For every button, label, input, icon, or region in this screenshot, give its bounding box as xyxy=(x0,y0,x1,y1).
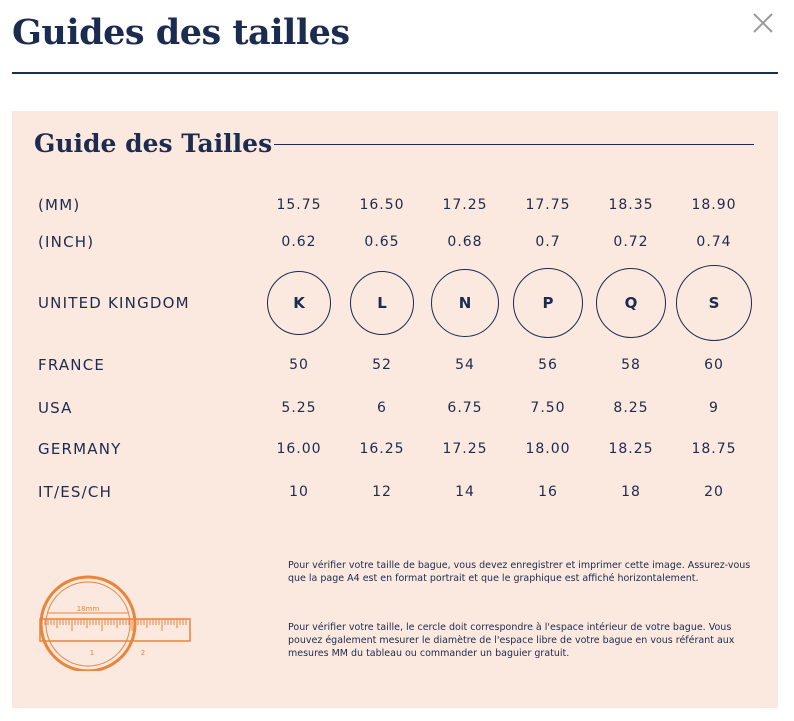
ring-ruler-icon: 18mm 1 2 xyxy=(39,575,191,671)
uk-size-circle: S xyxy=(676,265,752,341)
modal-header: Guides des tailles xyxy=(12,0,778,74)
size-cell-germany: 18.00 xyxy=(525,441,571,457)
size-cell-mm: 16.50 xyxy=(359,197,405,213)
ruler-measure-label: 18mm xyxy=(77,605,100,613)
size-cell-germany: 16.25 xyxy=(359,441,405,457)
size-cell-usa: 6.75 xyxy=(447,400,483,416)
size-cell-mm: 17.75 xyxy=(525,197,571,213)
size-cell-france: 60 xyxy=(704,357,724,373)
row-label-france: FRANCE xyxy=(38,356,106,374)
size-cell-france: 54 xyxy=(455,357,475,373)
size-cell-mm: 15.75 xyxy=(276,197,322,213)
size-cell-mm: 18.35 xyxy=(608,197,654,213)
size-cell-usa: 5.25 xyxy=(281,400,317,416)
uk-size-circle: Q xyxy=(596,268,666,338)
print-instructions: Pour vérifier votre taille de bague, vou… xyxy=(288,560,751,584)
size-cell-it-es-ch: 16 xyxy=(538,484,558,500)
size-cell-usa: 7.50 xyxy=(530,400,566,416)
size-cell-germany: 18.75 xyxy=(691,441,737,457)
size-cell-usa: 6 xyxy=(377,400,387,416)
measure-instructions: Pour vérifier votre taille, le cercle do… xyxy=(288,622,735,659)
size-cell-germany: 17.25 xyxy=(442,441,488,457)
size-cell-france: 56 xyxy=(538,357,558,373)
size-cell-it-es-ch: 18 xyxy=(621,484,641,500)
modal-title: Guides des tailles xyxy=(12,12,350,53)
size-cell-france: 52 xyxy=(372,357,392,373)
size-cell-it-es-ch: 14 xyxy=(455,484,475,500)
size-guide-card: Guide des Tailles (MM) 15.75 16.50 17.25 17.… xyxy=(12,111,778,708)
size-cell-mm: 17.25 xyxy=(442,197,488,213)
close-icon xyxy=(753,13,773,33)
close-button[interactable] xyxy=(748,8,778,38)
uk-size-circle: P xyxy=(513,268,583,338)
row-label-united-kingdom: UNITED KINGDOM xyxy=(38,294,190,312)
row-label-inch: (INCH) xyxy=(38,233,95,251)
row-label-it-es-ch: IT/ES/CH xyxy=(38,483,113,501)
size-cell-inch: 0.65 xyxy=(364,234,400,250)
title-divider xyxy=(274,144,754,145)
ruler-tick-2: 2 xyxy=(141,649,145,657)
size-cell-mm: 18.90 xyxy=(691,197,737,213)
row-label-usa: USA xyxy=(38,399,73,417)
size-cell-france: 58 xyxy=(621,357,641,373)
ruler-tick-1: 1 xyxy=(90,649,94,657)
row-label-germany: GERMANY xyxy=(38,440,122,458)
guide-title: Guide des Tailles xyxy=(34,129,273,158)
size-cell-it-es-ch: 20 xyxy=(704,484,724,500)
size-cell-inch: 0.74 xyxy=(696,234,732,250)
size-cell-inch: 0.72 xyxy=(613,234,649,250)
size-cell-germany: 16.00 xyxy=(276,441,322,457)
size-cell-it-es-ch: 12 xyxy=(372,484,392,500)
size-cell-germany: 18.25 xyxy=(608,441,654,457)
size-cell-france: 50 xyxy=(289,357,309,373)
size-cell-usa: 9 xyxy=(709,400,719,416)
size-cell-it-es-ch: 10 xyxy=(289,484,309,500)
uk-size-circle: K xyxy=(267,271,331,335)
size-cell-inch: 0.7 xyxy=(535,234,561,250)
uk-size-circle: N xyxy=(431,269,499,337)
size-cell-inch: 0.68 xyxy=(447,234,483,250)
size-cell-usa: 8.25 xyxy=(613,400,649,416)
row-label-mm: (MM) xyxy=(38,196,81,214)
size-cell-inch: 0.62 xyxy=(281,234,317,250)
uk-size-circle: L xyxy=(350,271,414,335)
